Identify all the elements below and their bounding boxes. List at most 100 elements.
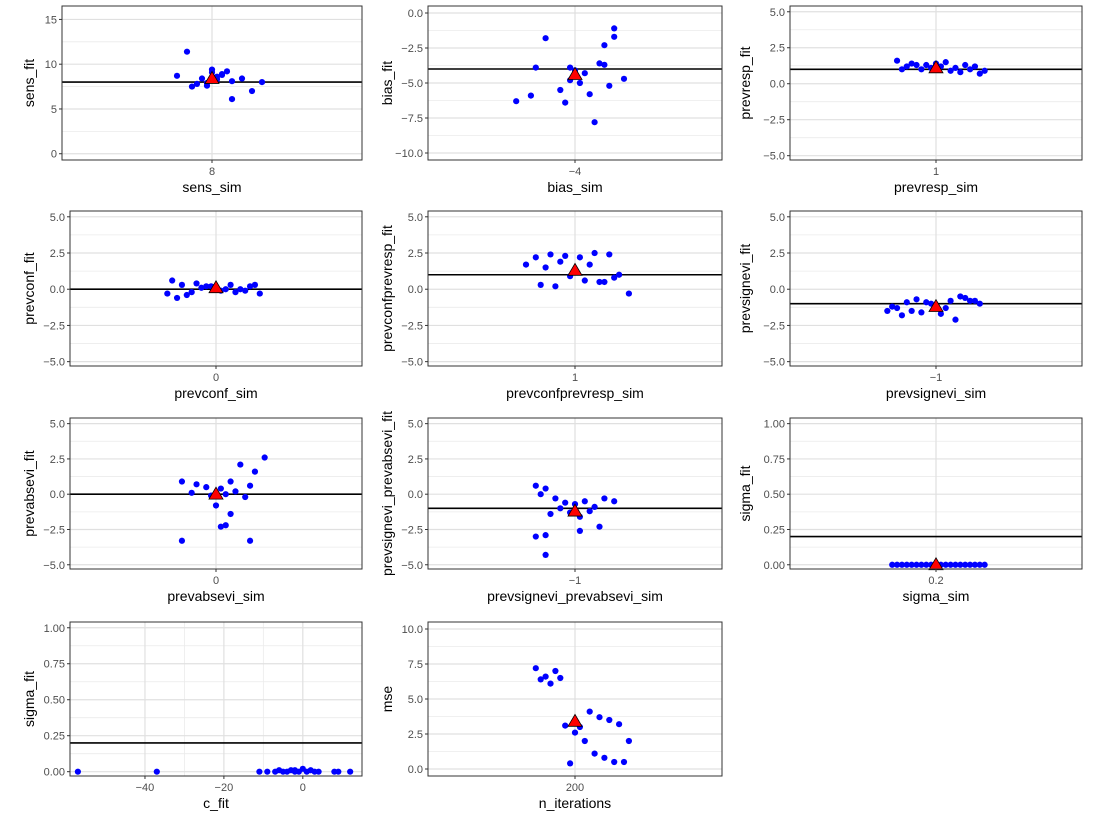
- data-point: [232, 488, 239, 495]
- data-point: [238, 75, 246, 82]
- data-point: [625, 737, 633, 745]
- data-point: [188, 289, 195, 296]
- y-tick-label: −2.5: [43, 320, 65, 332]
- data-point: [198, 284, 205, 291]
- data-point: [173, 72, 181, 79]
- data-point: [971, 561, 979, 568]
- data-point: [276, 767, 283, 774]
- data-point: [557, 86, 564, 94]
- y-axis-title: prevsignevi_prevabsevi_fit: [379, 411, 395, 576]
- y-tick-label: −5.0: [401, 560, 423, 572]
- data-point: [893, 304, 901, 312]
- data-point: [616, 721, 623, 728]
- data-point: [952, 561, 959, 568]
- data-point: [571, 729, 579, 736]
- x-axis-title: prevconf_sim: [174, 385, 257, 401]
- data-point: [198, 75, 206, 82]
- data-point: [537, 676, 544, 683]
- y-axis-title: mse: [379, 686, 395, 713]
- x-axis-title: prevabsevi_sim: [167, 588, 264, 604]
- data-point: [547, 680, 554, 687]
- data-point: [591, 750, 598, 757]
- mean-marker: [208, 279, 224, 294]
- data-point: [616, 271, 623, 278]
- data-point: [522, 261, 530, 268]
- data-point: [542, 532, 549, 539]
- y-tick-label: −5.0: [43, 560, 65, 572]
- x-tick-label: 200: [566, 782, 584, 794]
- x-tick-label: 8: [209, 166, 215, 178]
- y-tick-label: 0.0: [408, 489, 423, 501]
- y-axis-title: bias_fit: [379, 61, 395, 105]
- y-axis-title: sigma_fit: [737, 465, 753, 521]
- y-tick-label: 0.0: [50, 489, 65, 501]
- data-point: [913, 61, 920, 69]
- panel-background: [70, 622, 362, 776]
- data-point: [942, 304, 949, 312]
- data-point: [957, 69, 964, 76]
- data-point: [893, 561, 901, 568]
- data-point: [606, 251, 613, 258]
- y-axis-title: prevsignevi_fit: [737, 244, 753, 334]
- data-point: [232, 289, 239, 296]
- mean-marker: [208, 486, 224, 500]
- y-tick-label: 5.0: [770, 7, 785, 19]
- y-tick-label: 0.50: [764, 489, 785, 501]
- data-point: [248, 87, 256, 95]
- x-tick-label: 0: [300, 782, 306, 794]
- data-point: [606, 82, 613, 89]
- data-point: [193, 280, 200, 287]
- y-tick-label: 2.5: [50, 454, 65, 466]
- x-tick-label: −1: [569, 575, 582, 587]
- data-point: [923, 299, 930, 306]
- y-tick-label: −5.0: [401, 357, 423, 369]
- data-point: [903, 299, 910, 306]
- data-point: [251, 281, 259, 288]
- y-tick-label: 5.0: [408, 419, 423, 431]
- data-point: [908, 60, 915, 67]
- data-point: [552, 667, 559, 675]
- y-tick-label: −2.5: [401, 320, 423, 332]
- data-point: [251, 468, 259, 475]
- mean-marker: [928, 60, 944, 74]
- y-tick-label: 5.0: [50, 419, 65, 431]
- data-point: [923, 61, 930, 69]
- data-point: [606, 716, 613, 724]
- data-point: [611, 758, 618, 766]
- panel-8: 5.02.50.0−2.5−5.0−1prevsignevi_prevabsev…: [379, 411, 723, 604]
- data-point: [576, 527, 584, 534]
- data-point: [601, 42, 608, 49]
- data-point: [591, 249, 598, 257]
- x-axis-title: c_fit: [203, 795, 229, 811]
- data-point: [532, 64, 539, 71]
- data-point: [581, 498, 588, 505]
- data-point: [581, 737, 588, 745]
- data-point: [256, 768, 263, 775]
- x-axis-title: bias_sim: [547, 179, 602, 195]
- data-point: [562, 252, 569, 260]
- y-tick-label: −5.0: [763, 357, 785, 369]
- y-tick-label: 0.0: [50, 284, 65, 296]
- data-point: [335, 768, 342, 775]
- data-point: [562, 99, 569, 106]
- data-point: [937, 310, 944, 317]
- data-point: [586, 708, 593, 715]
- data-point: [620, 758, 628, 766]
- x-axis-title: n_iterations: [539, 795, 611, 811]
- data-point: [981, 561, 988, 568]
- data-point: [893, 57, 901, 64]
- data-point: [347, 768, 354, 775]
- data-point: [547, 510, 554, 518]
- y-axis-title: prevconf_fit: [21, 252, 37, 324]
- y-tick-label: −5.0: [401, 78, 423, 90]
- data-point: [596, 60, 603, 67]
- data-point: [966, 561, 974, 568]
- x-tick-label: −1: [930, 372, 943, 384]
- y-tick-label: −7.5: [401, 113, 423, 125]
- data-point: [576, 79, 584, 87]
- y-tick-label: 5.0: [50, 212, 65, 224]
